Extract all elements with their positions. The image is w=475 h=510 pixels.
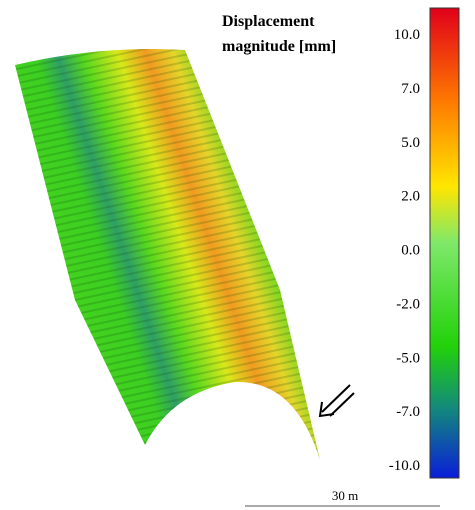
- colorbar: [429, 7, 460, 479]
- colorbar-tick-label: 0.0: [401, 243, 420, 259]
- direction-arrow: [318, 384, 355, 418]
- colorbar-tick-label: 2.0: [401, 189, 420, 205]
- colorbar-tick-label: -10.0: [389, 458, 420, 474]
- colorbar-title: magnitude [mm]: [222, 38, 336, 55]
- colorbar-title: Displacement: [222, 13, 315, 30]
- colorbar-tick-label: -2.0: [396, 296, 420, 312]
- tunnel-point-cloud: [15, 49, 320, 460]
- colorbar-tick-label: -7.0: [396, 404, 420, 420]
- colorbar-tick-label: 5.0: [401, 135, 420, 151]
- colorbar-tick-label: -5.0: [396, 350, 420, 366]
- scale-bar-label: 30 m: [332, 488, 358, 503]
- colorbar-tick-label: 10.0: [394, 27, 420, 43]
- colorbar-tick-label: 7.0: [401, 81, 420, 97]
